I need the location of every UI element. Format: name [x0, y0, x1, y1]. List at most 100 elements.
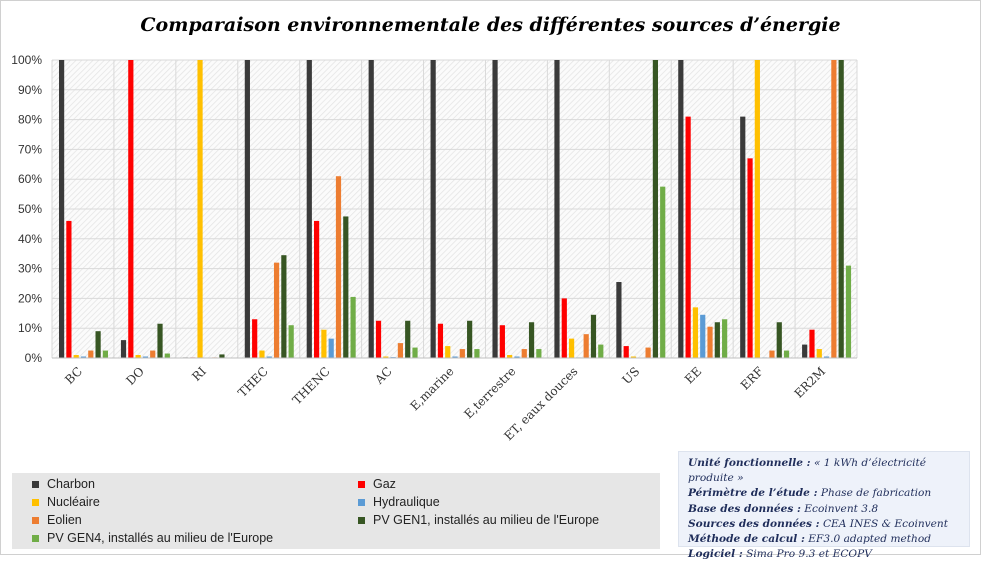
bar — [245, 60, 250, 358]
x-tick-label: DO — [123, 364, 147, 388]
bar — [802, 345, 807, 358]
y-tick-label: 0% — [25, 351, 43, 365]
info-value: CEA INES & Ecoinvent — [820, 518, 948, 530]
bar — [121, 340, 126, 358]
bar — [259, 351, 264, 358]
bar — [529, 322, 534, 358]
bar — [846, 266, 851, 358]
y-tick-label: 80% — [18, 113, 42, 127]
bar — [500, 325, 505, 358]
legend-label: Charbon — [47, 477, 95, 491]
y-tick-label: 100% — [11, 53, 42, 67]
y-tick-label: 90% — [18, 83, 42, 97]
x-tick-label: E,marine — [407, 364, 456, 413]
bar — [554, 60, 559, 358]
bar — [460, 349, 465, 358]
legend-swatch — [358, 517, 365, 524]
bar — [350, 297, 355, 358]
info-value: Sima Pro 9.3 et ECOPV — [743, 548, 872, 560]
bar — [376, 321, 381, 358]
bar — [445, 346, 450, 358]
bar — [128, 60, 133, 358]
legend-swatch — [358, 499, 365, 506]
bar — [492, 60, 497, 358]
bar — [693, 307, 698, 358]
bar — [467, 321, 472, 358]
bar — [321, 330, 326, 358]
bar — [165, 354, 170, 358]
study-info-box: Unité fonctionnelle : « 1 kWh d’électric… — [678, 451, 970, 547]
bar — [398, 343, 403, 358]
bar — [740, 117, 745, 358]
info-line: Sources des données : CEA INES & Ecoinve… — [688, 517, 969, 532]
bar — [336, 176, 341, 358]
bar — [438, 324, 443, 358]
bar — [678, 60, 683, 358]
bar — [624, 346, 629, 358]
bar — [598, 345, 603, 358]
bar — [431, 60, 436, 358]
bar — [289, 325, 294, 358]
legend-label: Nucléaire — [47, 495, 100, 509]
bar — [591, 315, 596, 358]
legend-item: Hydraulique — [358, 495, 440, 509]
info-label: Périmètre de l’étude : — [688, 487, 818, 499]
bar — [777, 322, 782, 358]
bar — [755, 60, 760, 358]
x-tick-label: E,terrestre — [461, 364, 518, 421]
legend-label: PV GEN1, installés au milieu de l'Europe — [373, 513, 599, 527]
legend-swatch — [358, 481, 365, 488]
x-tick-label: THEC — [235, 364, 271, 400]
y-tick-label: 20% — [18, 291, 42, 305]
y-tick-label: 50% — [18, 202, 42, 216]
bar — [197, 60, 202, 358]
bar — [700, 315, 705, 358]
bar — [307, 60, 312, 358]
bar — [96, 331, 101, 358]
bar — [281, 255, 286, 358]
bar — [584, 334, 589, 358]
bar — [817, 349, 822, 358]
x-tick-label: AC — [371, 364, 394, 387]
bar — [646, 348, 651, 358]
legend-swatch — [32, 499, 39, 506]
info-label: Logiciel : — [688, 548, 743, 560]
y-tick-label: 30% — [18, 262, 42, 276]
bar — [314, 221, 319, 358]
bar — [569, 339, 574, 358]
info-line: Méthode de calcul : EF3.0 adapted method — [688, 532, 969, 547]
legend-item: Nucléaire — [32, 495, 100, 509]
info-value: EF3.0 adapted method — [805, 533, 931, 545]
legend-swatch — [32, 517, 39, 524]
bar — [784, 351, 789, 358]
x-tick-label: ER2M — [792, 364, 829, 401]
y-tick-label: 60% — [18, 172, 42, 186]
legend-swatch — [32, 481, 39, 488]
legend-label: Hydraulique — [373, 495, 440, 509]
bar — [616, 282, 621, 358]
bar — [522, 349, 527, 358]
bar — [150, 351, 155, 358]
x-tick-label: US — [620, 364, 643, 387]
bar — [157, 324, 162, 358]
bar — [59, 60, 64, 358]
bar — [88, 351, 93, 358]
y-tick-label: 40% — [18, 232, 42, 246]
info-label: Unité fonctionnelle : — [688, 457, 811, 469]
x-tick-label: BC — [62, 364, 85, 387]
x-tick-label: EE — [682, 364, 704, 386]
bar — [809, 330, 814, 358]
bar — [536, 349, 541, 358]
legend-item: Eolien — [32, 513, 82, 527]
bar — [252, 319, 257, 358]
x-tick-label: ERF — [738, 364, 766, 392]
legend-label: Eolien — [47, 513, 82, 527]
info-line: Périmètre de l’étude : Phase de fabricat… — [688, 486, 969, 501]
bar — [831, 60, 836, 358]
bar — [562, 298, 567, 358]
bar — [103, 351, 108, 358]
y-tick-label: 70% — [18, 142, 42, 156]
x-tick-label: RI — [189, 364, 209, 384]
